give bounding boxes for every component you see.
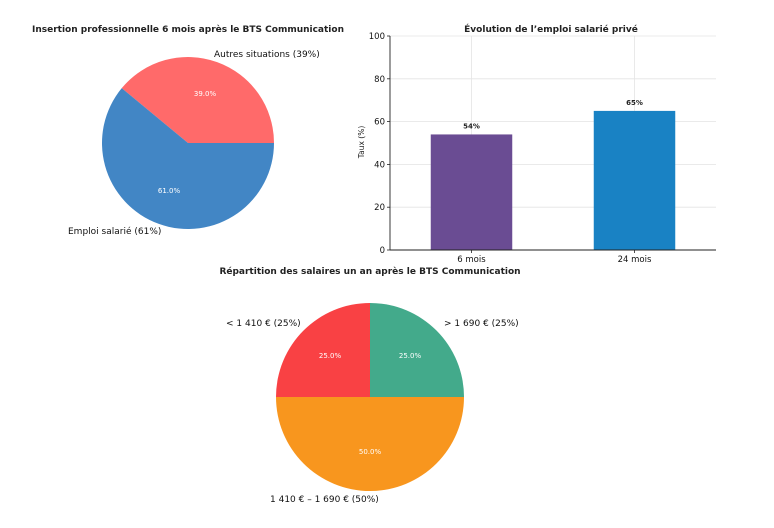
bar-value-label: 65% [626, 99, 643, 107]
pie1-pct-autres: 39.0% [194, 90, 217, 98]
bar-ytick-label: 0 [380, 246, 385, 256]
pie3-slice-mid [276, 397, 464, 491]
pie-chart-insertion: Insertion professionnelle 6 mois après l… [32, 24, 344, 237]
pie1-pct-emploi: 61.0% [158, 187, 181, 195]
bar-1 [430, 134, 513, 250]
bar-ytick-label: 40 [374, 160, 385, 170]
bar-chart-emploi: Évolution de l’emploi salarié privé 54% 6… [357, 23, 716, 265]
pie1-title: Insertion professionnelle 6 mois après l… [32, 24, 344, 35]
bar-ytick-label: 20 [374, 203, 385, 213]
pie3-pct-mid: 50.0% [359, 448, 382, 456]
bar-ytick-label: 100 [369, 32, 385, 42]
pie3-slice-low [276, 303, 370, 397]
bar-ylabel: Taux (%) [357, 126, 366, 160]
pie-chart-salaires: Répartition des salaires un an après le … [219, 266, 520, 505]
pie1-label-autres: Autres situations (39%) [214, 50, 320, 60]
bar-ytick-label: 80 [374, 75, 385, 85]
pie3-label-mid: 1 410 € – 1 690 € (50%) [270, 495, 379, 505]
pie3-slice-high [370, 303, 464, 397]
bar-2 [593, 110, 676, 251]
pie1-slice-autres [121, 57, 274, 143]
pie1-slice-emploi [101, 88, 274, 229]
pie3-label-high: > 1 690 € (25%) [444, 319, 519, 329]
pie3-title: Répartition des salaires un an après le … [219, 266, 520, 277]
pie3-pct-low: 25.0% [319, 352, 342, 360]
pie1-label-emploi: Emploi salarié (61%) [68, 226, 161, 237]
bar-xtick-label: 24 mois [618, 255, 652, 265]
bar-xtick-label: 6 mois [457, 255, 486, 265]
pie3-label-low: < 1 410 € (25%) [226, 319, 301, 329]
pie3-pct-high: 25.0% [399, 352, 422, 360]
bar-title: Évolution de l’emploi salarié privé [464, 23, 638, 35]
bar-value-label: 54% [463, 122, 480, 130]
bar-ytick-label: 60 [374, 118, 385, 128]
